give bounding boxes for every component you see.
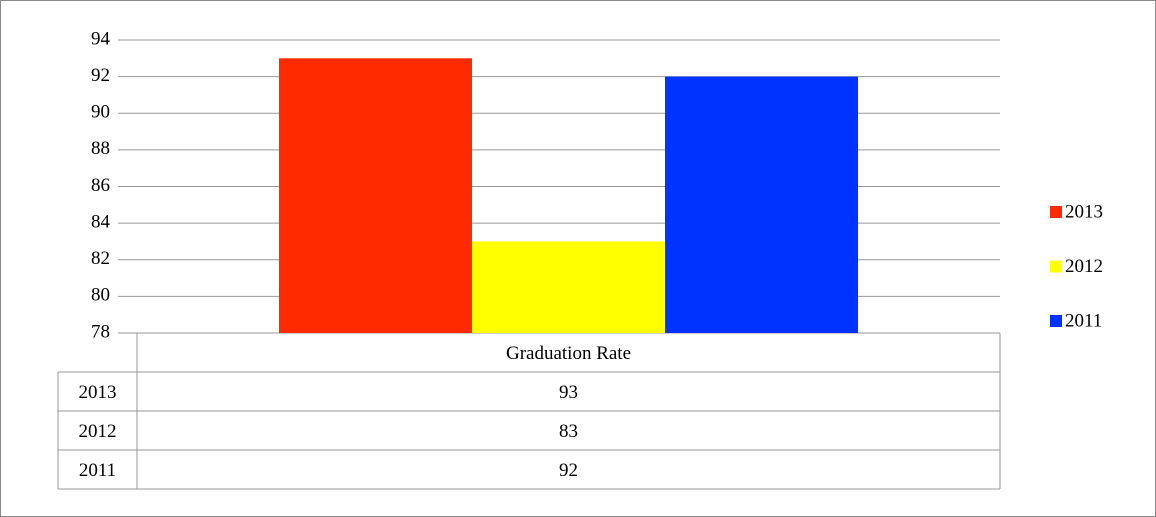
- y-tick-label: 78: [91, 321, 110, 342]
- y-tick-label: 90: [91, 102, 110, 123]
- legend-swatch: [1050, 260, 1062, 273]
- bar: [471, 241, 666, 333]
- legend-label: 2012: [1065, 256, 1103, 277]
- table-value: 93: [559, 382, 578, 403]
- y-tick-label: 86: [91, 175, 110, 196]
- table-value: 83: [559, 421, 578, 442]
- table-row-label: 2012: [79, 421, 117, 442]
- y-tick-label: 92: [91, 65, 110, 86]
- table-row-label: 2013: [79, 382, 117, 403]
- legend-label: 2011: [1065, 310, 1102, 331]
- legend-swatch: [1050, 206, 1062, 218]
- y-tick-label: 82: [91, 248, 110, 269]
- y-tick-label: 94: [91, 28, 111, 49]
- table-row-label: 2011: [79, 460, 116, 481]
- legend-label: 2013: [1065, 201, 1103, 222]
- table-value: 92: [559, 460, 578, 481]
- y-tick-label: 88: [91, 138, 110, 159]
- bar: [278, 58, 472, 333]
- y-tick-label: 80: [91, 285, 110, 306]
- legend-swatch: [1050, 315, 1062, 327]
- bar: [665, 76, 859, 333]
- y-tick-label: 84: [91, 211, 111, 232]
- table-header: Graduation Rate: [506, 343, 631, 364]
